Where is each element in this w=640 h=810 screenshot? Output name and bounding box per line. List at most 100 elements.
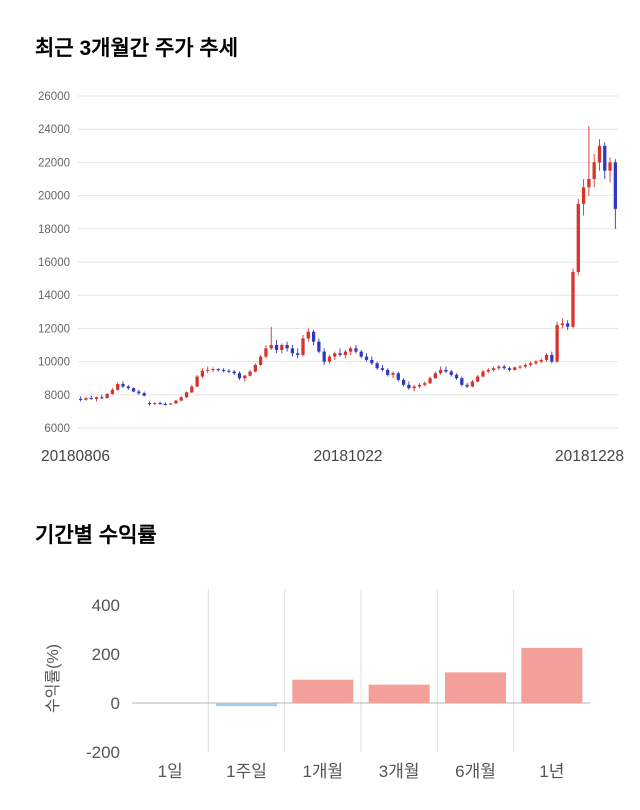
candle-body xyxy=(301,338,305,355)
candle-body xyxy=(539,359,543,362)
candle-body xyxy=(333,353,337,357)
candle-body xyxy=(597,145,602,163)
candle-body xyxy=(491,368,496,370)
y-axis-title: 수익률(%) xyxy=(44,644,62,713)
category-label: 1개월 xyxy=(302,762,343,781)
candle-body xyxy=(184,392,189,398)
candle-body xyxy=(243,375,247,379)
candle-body xyxy=(587,179,591,188)
candle-body xyxy=(137,391,141,394)
candle-body xyxy=(264,348,268,357)
candle-body xyxy=(486,369,490,372)
candle-body xyxy=(259,356,263,365)
candle-body xyxy=(163,403,167,405)
candle-body xyxy=(190,386,194,393)
candle-body xyxy=(481,371,485,377)
y-tick-label: 24000 xyxy=(38,124,70,136)
category-label: 1일 xyxy=(158,762,183,781)
candle-body xyxy=(237,373,242,379)
candle-body xyxy=(523,364,527,367)
y-tick-label: 10000 xyxy=(38,357,70,369)
candle-body xyxy=(343,351,347,355)
grid xyxy=(132,589,590,752)
y-tick-label: 22000 xyxy=(38,157,70,169)
candle-body xyxy=(290,348,295,354)
candle-body xyxy=(407,384,411,389)
candle-body xyxy=(269,345,273,349)
candle-body xyxy=(592,162,596,179)
candle-body xyxy=(200,370,205,377)
candle-body xyxy=(375,363,379,369)
candle-body xyxy=(449,371,453,375)
candle-body xyxy=(105,393,109,399)
candle-body xyxy=(100,397,104,399)
candle-body xyxy=(529,363,533,365)
candle-body xyxy=(364,356,369,360)
y-tick-label: 8000 xyxy=(44,390,70,402)
candle-body xyxy=(470,381,475,387)
candle-body xyxy=(518,366,522,368)
candle-body xyxy=(566,323,570,327)
candle-body xyxy=(581,187,586,204)
y-tick-label: -200 xyxy=(86,743,120,762)
candle-body xyxy=(285,345,289,349)
candle-body xyxy=(169,403,173,405)
candle-body xyxy=(544,354,549,360)
candle-body xyxy=(534,361,538,364)
candle-body xyxy=(460,378,464,385)
candle-body xyxy=(195,376,199,387)
category-label: 6개월 xyxy=(455,762,496,781)
candle-body xyxy=(380,368,385,370)
return-bar xyxy=(521,647,583,704)
candle-body xyxy=(423,383,427,385)
candle-body xyxy=(391,373,395,375)
candle-body xyxy=(417,384,422,387)
y-tick-label: 6000 xyxy=(44,423,70,435)
candles xyxy=(79,125,617,406)
x-tick-label: 20180806 xyxy=(41,448,110,465)
candle-body xyxy=(280,345,284,350)
candle-body xyxy=(603,145,607,171)
y-tick-label: 18000 xyxy=(38,224,70,236)
return-bar xyxy=(215,703,278,707)
candle-body xyxy=(439,369,443,374)
candle-body xyxy=(94,397,99,399)
y-tick-label: 400 xyxy=(92,596,120,615)
category-label: 1주일 xyxy=(226,762,267,781)
candle-body xyxy=(142,393,146,396)
candle-body xyxy=(613,162,617,209)
candle-body xyxy=(497,366,501,369)
candle-body xyxy=(322,351,326,362)
candle-body xyxy=(274,345,279,350)
candle-body xyxy=(507,368,512,370)
candle-body xyxy=(354,348,358,352)
candle-body xyxy=(349,348,353,352)
x-axis-labels: 1일 1주일 1개월 3개월 6개월 1년 xyxy=(158,762,565,781)
candle-body xyxy=(338,353,342,355)
candle-body xyxy=(401,379,406,385)
candle-body xyxy=(232,371,236,374)
candle-body xyxy=(216,369,220,371)
category-label: 1년 xyxy=(539,762,564,781)
x-tick-label: 20181022 xyxy=(314,448,383,465)
candle-body xyxy=(206,369,210,371)
candle-body xyxy=(110,389,115,394)
candle-body xyxy=(174,400,178,404)
candle-body xyxy=(396,373,400,380)
candle-body xyxy=(433,373,437,379)
y-tick-label: 12000 xyxy=(38,323,70,335)
returns-bar-chart: 400 200 0 -200 1일 1주일 1개월 3개월 6개월 1년 수익률(%) xyxy=(44,589,590,781)
candle-body xyxy=(253,364,257,372)
candle-body xyxy=(311,331,316,342)
candle-body xyxy=(227,370,231,372)
candle-body xyxy=(608,162,612,171)
category-label: 3개월 xyxy=(379,762,420,781)
y-tick-label: 26000 xyxy=(38,91,70,103)
returns-chart-title: 기간별 수익률 xyxy=(35,524,157,547)
candle-body xyxy=(126,386,130,389)
candle-body xyxy=(560,323,565,326)
candle-body xyxy=(89,398,93,400)
return-bar xyxy=(444,672,507,704)
candle-body xyxy=(555,325,559,362)
